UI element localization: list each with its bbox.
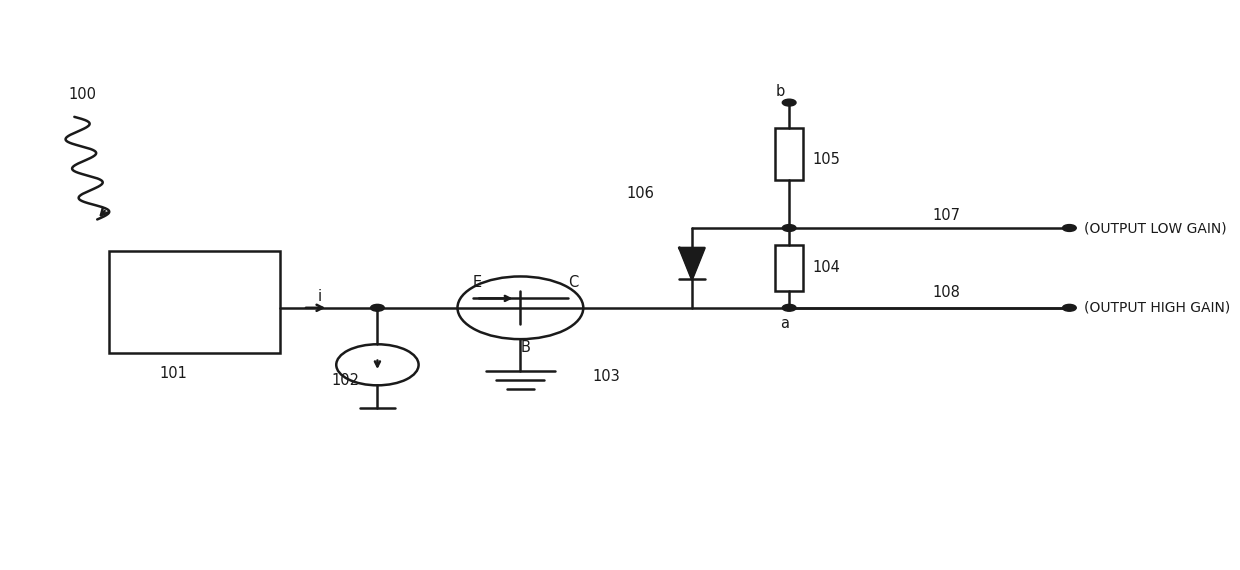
Text: a: a	[780, 316, 789, 331]
Bar	[775, 245, 802, 291]
Text: C: C	[568, 275, 579, 290]
Text: 104: 104	[812, 260, 839, 275]
Text: (OUTPUT HIGH GAIN): (OUTPUT HIGH GAIN)	[1084, 301, 1230, 315]
Text: 100: 100	[68, 87, 97, 101]
Circle shape	[1063, 225, 1076, 231]
Text: 105: 105	[812, 152, 839, 167]
Circle shape	[1063, 304, 1076, 311]
Text: 101: 101	[160, 366, 187, 381]
Circle shape	[371, 304, 384, 311]
Text: i: i	[317, 289, 322, 304]
Text: 106: 106	[626, 186, 655, 201]
Text: 108: 108	[932, 285, 960, 300]
Text: E: E	[472, 275, 481, 290]
Bar	[109, 251, 280, 353]
Circle shape	[782, 225, 796, 231]
Text: b: b	[775, 84, 785, 99]
Circle shape	[782, 99, 796, 106]
Text: 107: 107	[932, 208, 960, 223]
Circle shape	[782, 304, 796, 311]
Text: 103: 103	[593, 369, 620, 384]
Text: B: B	[521, 340, 531, 355]
Bar	[775, 128, 802, 180]
Text: 102: 102	[331, 373, 360, 388]
Polygon shape	[680, 248, 704, 279]
Text: (OUTPUT LOW GAIN): (OUTPUT LOW GAIN)	[1084, 221, 1226, 235]
